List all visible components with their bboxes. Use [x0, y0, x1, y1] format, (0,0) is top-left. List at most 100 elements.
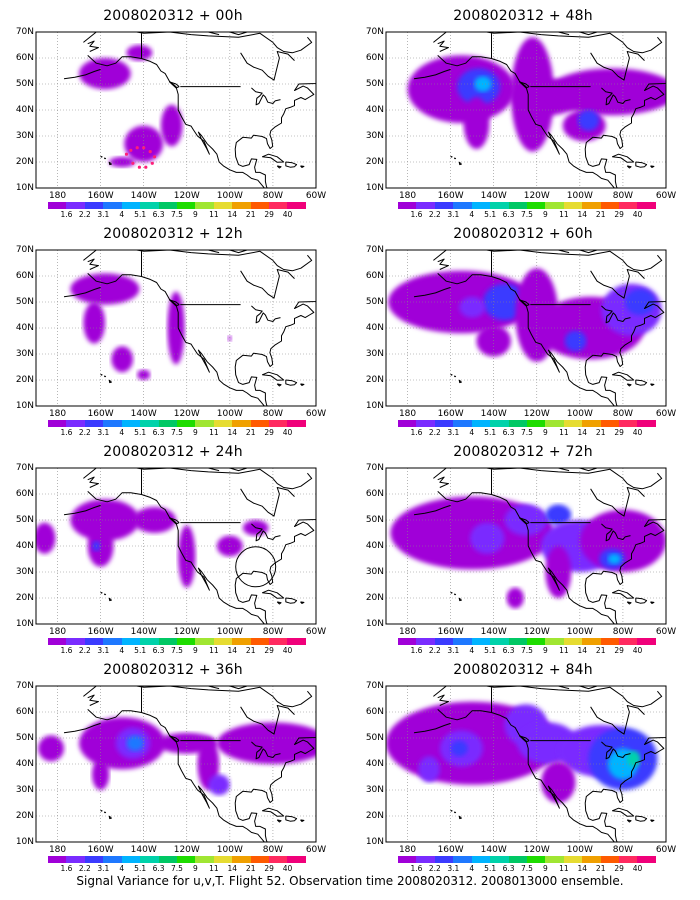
longitude-label: 180: [48, 409, 67, 419]
colorbar-swatch: [195, 856, 214, 863]
colorbar-label: 9: [543, 210, 548, 219]
latitude-label: 10N: [15, 619, 34, 629]
map-frame: [385, 31, 667, 189]
colorbar-label: 21: [245, 646, 256, 655]
colorbar-label: 4: [119, 210, 125, 219]
coastline: [437, 258, 449, 270]
coastline: [276, 601, 282, 605]
coastline: [437, 476, 449, 488]
colorbar-label: 1.6: [60, 428, 73, 437]
coastline: [433, 32, 624, 43]
colorbar-swatch: [66, 202, 85, 209]
latitude-label: 20N: [15, 593, 34, 603]
coastline: [63, 722, 101, 734]
map-panel-48h: 2008020312 + 48h 70N 60N 50N 40N 30N 20N 10N 180…: [358, 8, 688, 228]
colorbar-swatch: [213, 638, 233, 645]
coastline: [100, 155, 103, 158]
longitude-label: 120W: [173, 845, 200, 855]
colorbar-swatch: [287, 638, 306, 645]
coastline: [650, 601, 655, 604]
coastline: [104, 157, 107, 160]
longitude-label: 60W: [305, 845, 327, 855]
colorbar-swatch: [103, 202, 122, 209]
colorbar-swatch: [508, 856, 527, 863]
colorbar-label: 1.6: [60, 210, 73, 219]
colorbar-label: 7.5: [171, 864, 183, 873]
coastline: [83, 686, 274, 697]
longitude-label: 180: [398, 191, 417, 201]
colorbar-swatch: [103, 856, 122, 863]
latitude-label: 10N: [365, 619, 384, 629]
latitude-label: 60N: [15, 53, 34, 63]
longitude-label: 80W: [262, 409, 284, 419]
variance-region: [564, 330, 587, 352]
coastline: [601, 305, 631, 324]
coastline: [251, 305, 281, 324]
coastline: [622, 690, 663, 708]
coastline: [650, 165, 655, 168]
colorbar-label: 5.1: [484, 428, 497, 437]
coastline: [100, 591, 103, 594]
longitude-label: 60W: [655, 191, 677, 201]
map-frame: [385, 249, 667, 407]
colorbar-label: 2.2: [78, 428, 91, 437]
colorbar-label: 4: [469, 428, 475, 437]
colorbar-label: 40: [632, 646, 643, 655]
longitude-label: 60W: [305, 191, 327, 201]
variance-region: [470, 522, 505, 554]
colorbar: [398, 856, 656, 863]
coastline: [590, 705, 645, 735]
colorbar-label: 21: [595, 864, 606, 873]
latitude-label: 70N: [15, 245, 34, 255]
colorbar-label: 40: [282, 428, 293, 437]
colorbar-swatch: [471, 638, 491, 645]
latitude-label: 30N: [15, 567, 34, 577]
coastline: [262, 589, 285, 599]
colorbar-label: 3.1: [447, 864, 460, 873]
colorbar-swatch: [66, 420, 85, 427]
latitude-label: 20N: [15, 375, 34, 385]
colorbar-swatch: [453, 420, 472, 427]
colorbar-swatch: [398, 638, 417, 645]
coastline: [272, 690, 313, 708]
colorbar-label: 40: [632, 210, 643, 219]
coastline: [108, 815, 112, 820]
colorbar-swatch: [195, 202, 214, 209]
longitude-label: 120W: [523, 409, 550, 419]
coastline: [197, 686, 220, 690]
coastline: [519, 81, 530, 89]
coastline: [63, 68, 101, 80]
coastline: [197, 250, 220, 254]
coastline: [413, 722, 451, 734]
latitude-label: 50N: [15, 79, 34, 89]
longitude-label: 160W: [437, 627, 464, 637]
colorbar-label: 5.1: [484, 210, 497, 219]
coastline: [83, 468, 274, 479]
colorbar-label: 29: [614, 210, 624, 219]
colorbar-label: 21: [595, 210, 606, 219]
colorbar-label: 21: [595, 646, 606, 655]
longitude-label: 140W: [130, 409, 157, 419]
flight-track-dot: [144, 165, 148, 169]
colorbar-swatch: [232, 856, 251, 863]
coastline: [450, 373, 453, 376]
coastline: [262, 371, 285, 381]
colorbar-label: 40: [632, 428, 643, 437]
coastline: [590, 51, 645, 81]
coastline: [458, 161, 462, 166]
colorbar-swatch: [121, 202, 141, 209]
latitude-label: 70N: [15, 681, 34, 691]
colorbar-label: 29: [614, 646, 624, 655]
colorbar-swatch: [434, 638, 454, 645]
coastline: [579, 32, 598, 36]
colorbar-swatch: [619, 856, 638, 863]
colorbar-swatch: [195, 420, 214, 427]
coastline: [626, 601, 632, 605]
longitude-label: 60W: [655, 627, 677, 637]
longitude-label: 120W: [523, 191, 550, 201]
coastline: [83, 250, 274, 261]
coastline: [579, 686, 598, 690]
colorbar-label: 5.1: [484, 646, 497, 655]
colorbar-label: 40: [282, 864, 293, 873]
colorbar-swatch: [563, 202, 583, 209]
